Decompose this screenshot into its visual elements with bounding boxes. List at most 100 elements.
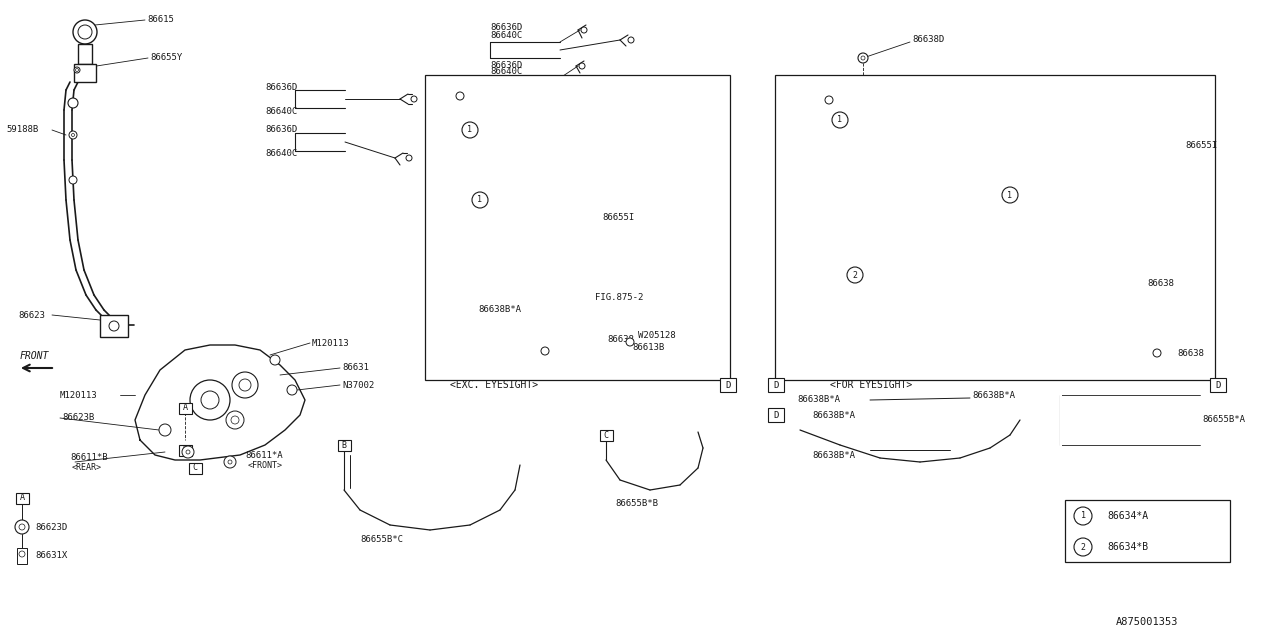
Bar [1210,378,1226,392]
Circle shape [579,63,585,69]
Text: 86611*A: 86611*A [244,451,283,460]
Circle shape [232,372,259,398]
Circle shape [541,347,549,355]
Circle shape [462,122,477,138]
Text: 86640C: 86640C [265,150,297,159]
Text: 86638B*A: 86638B*A [812,410,855,419]
Text: <REAR>: <REAR> [72,463,102,472]
Text: 86655B*B: 86655B*B [614,499,658,509]
Circle shape [186,450,189,454]
Circle shape [622,87,628,93]
Text: C: C [603,431,608,440]
Bar [338,440,351,451]
Text: A: A [183,403,187,413]
Circle shape [227,411,244,429]
Text: 86655Y: 86655Y [150,54,182,63]
Text: 1: 1 [1080,511,1085,520]
Text: 2: 2 [1080,543,1085,552]
Circle shape [1002,187,1018,203]
Bar [178,445,192,456]
Text: 59188B: 59188B [6,125,38,134]
Circle shape [270,355,280,365]
Circle shape [287,385,297,395]
Text: 1: 1 [837,115,842,125]
Text: D: D [1215,381,1221,390]
Circle shape [847,267,863,283]
Bar [74,64,96,82]
Circle shape [472,192,488,208]
Circle shape [159,424,172,436]
Text: 86636D: 86636D [265,125,297,134]
Text: 86611*B: 86611*B [70,454,108,463]
Text: 86638: 86638 [1178,349,1204,358]
Text: FRONT: FRONT [20,351,50,361]
Text: <FRONT>: <FRONT> [248,461,283,470]
Bar [178,403,192,413]
Text: M120113: M120113 [312,339,349,348]
Circle shape [1074,507,1092,525]
Text: 86638B*A: 86638B*A [797,396,840,404]
Text: <FOR EYESIGHT>: <FOR EYESIGHT> [829,380,913,390]
Text: D: D [773,381,778,390]
Circle shape [109,321,119,331]
Bar [600,430,613,441]
Circle shape [182,446,195,458]
Circle shape [456,92,465,100]
Text: 86638B*A: 86638B*A [972,392,1015,401]
Circle shape [15,520,29,534]
Bar [188,463,201,474]
Bar [774,75,1215,380]
Circle shape [189,380,230,420]
Text: 86623D: 86623D [35,522,68,531]
Circle shape [411,96,417,102]
Circle shape [72,134,74,136]
Text: 86634*A: 86634*A [1107,511,1148,521]
Circle shape [230,416,239,424]
Circle shape [239,379,251,391]
Text: 2: 2 [852,271,858,280]
Text: D: D [726,381,731,390]
Text: 86638B*A: 86638B*A [812,451,855,460]
Text: 86638: 86638 [607,335,634,344]
Text: B: B [183,445,187,454]
Bar [1060,390,1062,450]
Circle shape [76,68,78,72]
Text: W205128: W205128 [637,330,676,339]
Bar [78,44,92,64]
Text: 86623: 86623 [18,310,45,319]
Text: A875001353: A875001353 [1115,617,1178,627]
Text: 86638D: 86638D [911,35,945,45]
Text: M120113: M120113 [60,390,97,399]
Text: D: D [773,410,778,419]
Bar [15,493,28,504]
Bar [768,378,783,392]
Text: 86655I: 86655I [602,214,635,223]
Circle shape [201,391,219,409]
Bar [719,378,736,392]
Text: A: A [19,493,24,502]
Text: 86636D: 86636D [490,61,522,70]
Circle shape [78,25,92,39]
Circle shape [861,56,865,60]
Text: 86638: 86638 [1147,278,1174,287]
Text: FIG.875-2: FIG.875-2 [595,294,644,303]
Circle shape [19,524,26,530]
Circle shape [628,37,634,43]
Circle shape [69,176,77,184]
Text: 86634*B: 86634*B [1107,542,1148,552]
Text: 86636D: 86636D [265,83,297,92]
Text: 1: 1 [1007,191,1012,200]
Text: 86623B: 86623B [61,413,95,422]
Circle shape [74,67,79,73]
Text: N37002: N37002 [342,381,374,390]
Text: 86631X: 86631X [35,550,68,559]
Text: 86655I: 86655I [1185,141,1217,150]
Circle shape [581,27,588,33]
Text: B: B [342,442,347,451]
Circle shape [68,98,78,108]
Bar [425,75,730,380]
Text: 86640C: 86640C [490,31,522,40]
Text: 86613B: 86613B [632,344,664,353]
Circle shape [224,456,236,468]
Circle shape [73,20,97,44]
